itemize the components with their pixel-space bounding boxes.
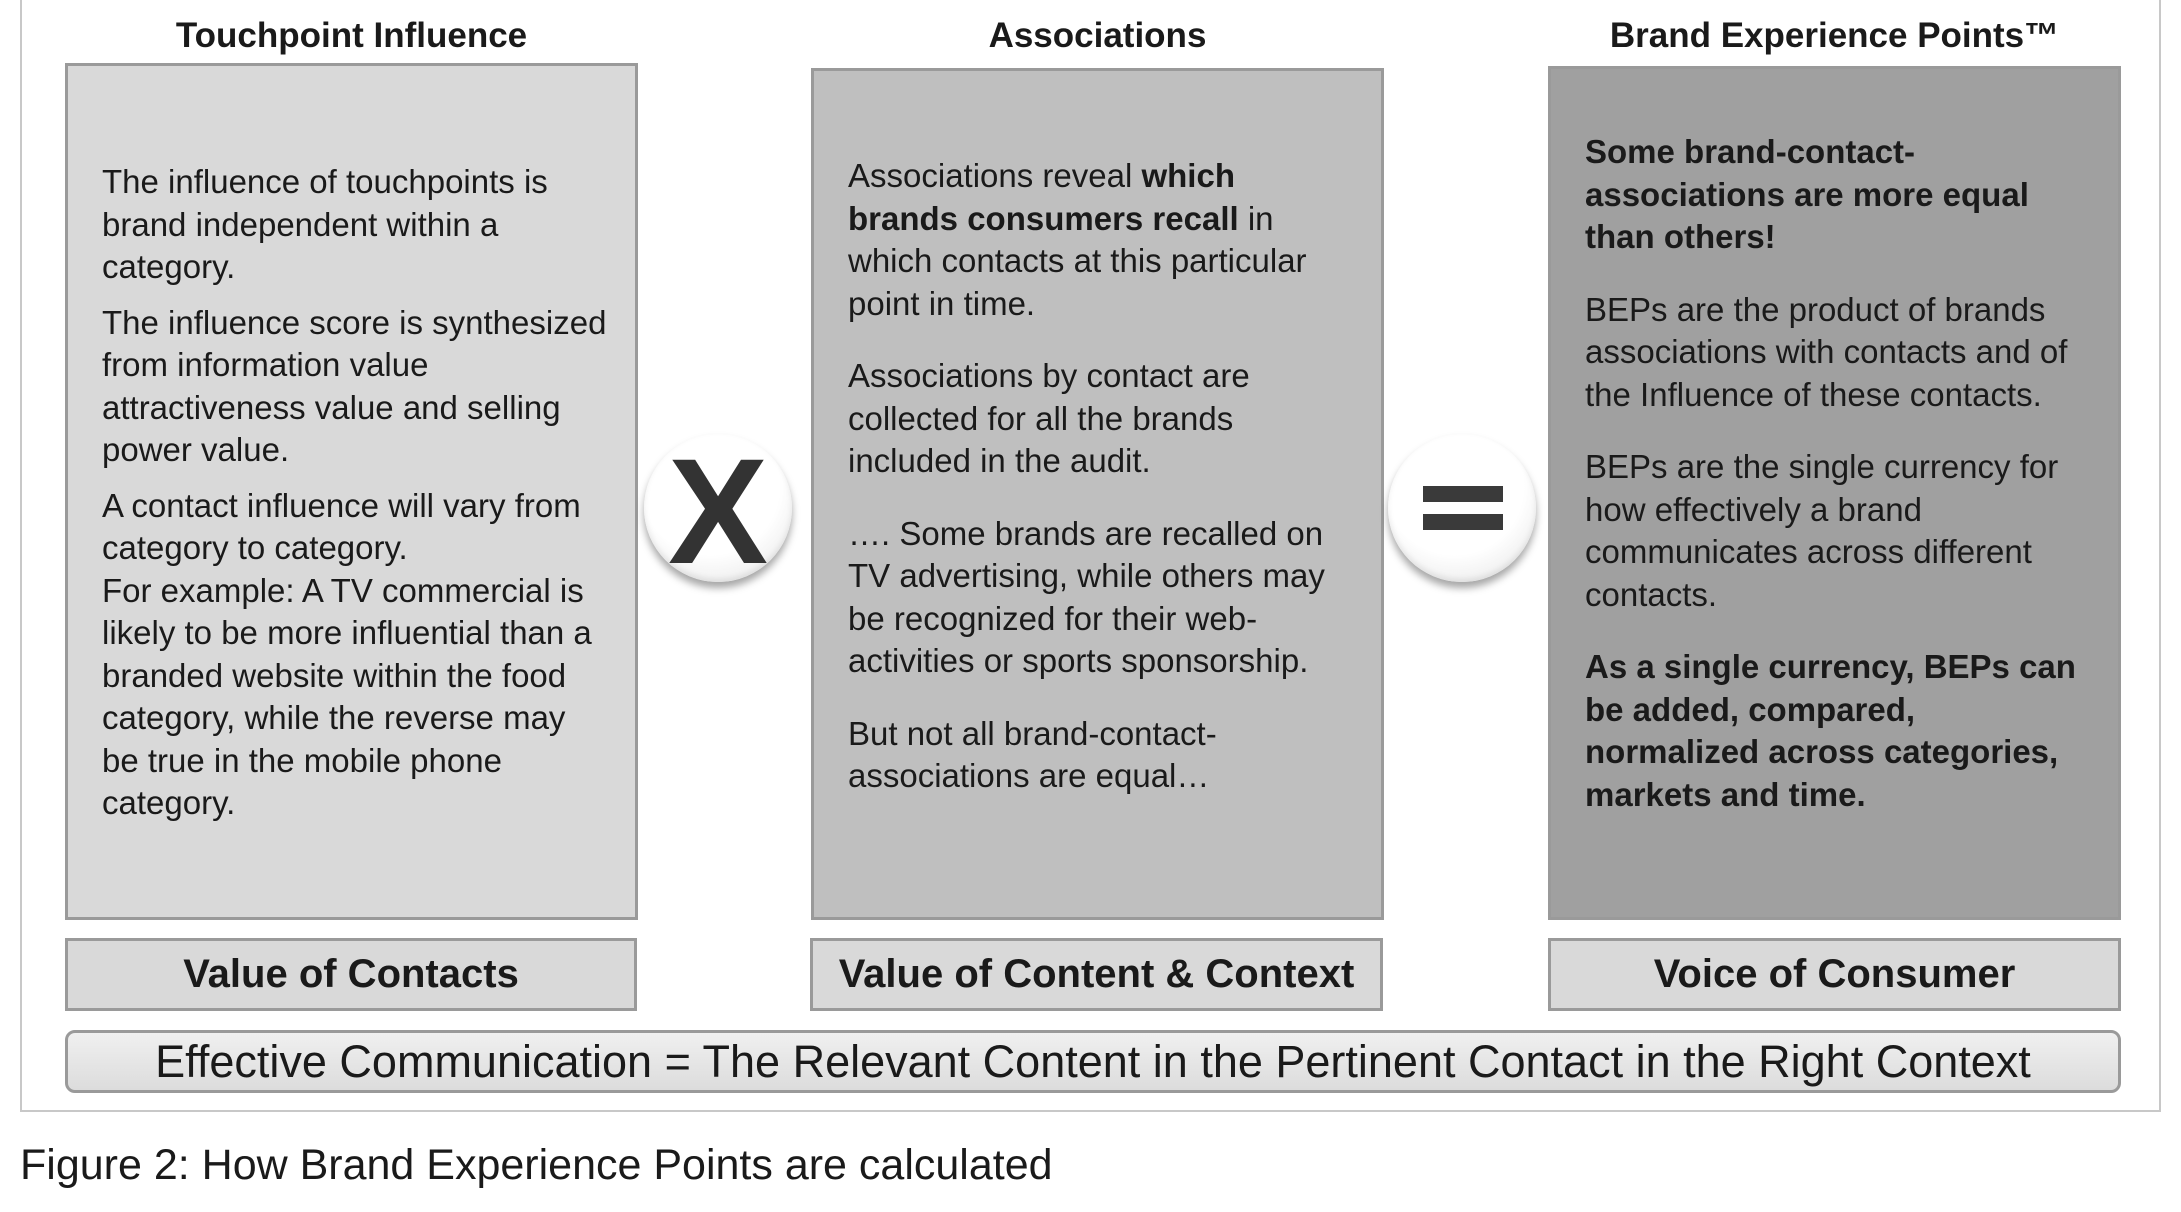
- box2-paragraph-1-pre: Associations reveal: [848, 157, 1142, 194]
- label-voice-of-consumer: Voice of Consumer: [1548, 938, 2121, 1011]
- box2-paragraph-1-bold: which brands consumers recall: [848, 157, 1239, 237]
- box3-paragraph-1: Some brand-contact-associations are more…: [1585, 133, 2029, 255]
- box1-paragraph-1: The influence of touchpoints is brand in…: [102, 163, 548, 285]
- equals-icon: [1388, 434, 1536, 582]
- column-title-touchpoint-influence: Touchpoint Influence: [175, 16, 528, 55]
- equals-bar-top: [1423, 486, 1503, 502]
- associations-box: Associations reveal which brands consume…: [811, 68, 1384, 920]
- box3-paragraph-3: BEPs are the single currency for how eff…: [1585, 448, 2059, 613]
- multiply-symbol: X: [667, 427, 769, 595]
- column-title-associations: Associations: [988, 16, 1207, 55]
- box1-paragraph-2: The influence score is synthesized from …: [102, 303, 607, 469]
- brand-experience-points-box: Some brand-contact-associations are more…: [1548, 66, 2121, 920]
- effective-communication-formula: Effective Communication = The Relevant C…: [65, 1030, 2121, 1093]
- box3-paragraph-2: BEPs are the product of brands associati…: [1585, 290, 2068, 413]
- box2-paragraph-1: Associations reveal which brands consume…: [848, 155, 1353, 325]
- label-value-of-contacts: Value of Contacts: [65, 938, 637, 1011]
- box2-paragraph-4: But not all brand-contact-associations a…: [848, 714, 1217, 795]
- multiply-icon: X: [644, 434, 792, 586]
- box1-paragraph-3: A contact influence will vary from categ…: [102, 486, 581, 567]
- box1-paragraph-4: For example: A TV commercial is likely t…: [102, 571, 592, 822]
- equals-bar-bottom: [1423, 514, 1503, 530]
- box2-paragraph-1-post: in which contacts at this particular poi…: [848, 199, 1307, 322]
- box2-paragraph-3: …. Some brands are recalled on TV advert…: [848, 514, 1325, 680]
- figure-caption: Figure 2: How Brand Experience Points ar…: [20, 1141, 1053, 1189]
- box2-paragraph-2: Associations by contact are collected fo…: [848, 357, 1250, 479]
- touchpoint-influence-box: The influence of touchpoints is brand in…: [65, 63, 638, 920]
- box3-paragraph-4: As a single currency, BEPs can be added,…: [1585, 648, 2076, 813]
- column-title-brand-experience-points: Brand Experience Points™: [1609, 16, 2060, 55]
- label-value-of-content-context: Value of Content & Context: [810, 938, 1383, 1011]
